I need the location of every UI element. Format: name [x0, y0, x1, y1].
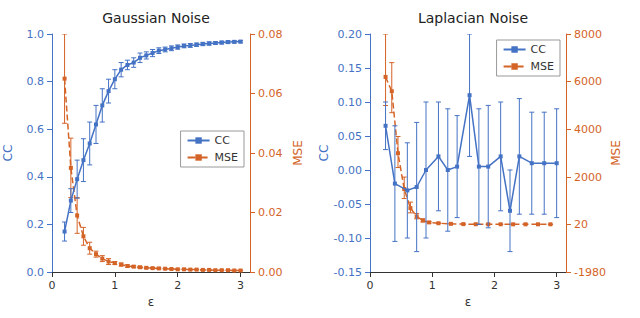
svg-text:CC: CC	[317, 145, 331, 162]
svg-text:-0.05: -0.05	[334, 198, 362, 211]
svg-text:0.00: 0.00	[338, 164, 363, 177]
svg-text:0.0: 0.0	[27, 266, 45, 279]
svg-text:3: 3	[237, 279, 244, 292]
svg-text:0.6: 0.6	[27, 123, 45, 136]
svg-text:0.08: 0.08	[258, 28, 283, 41]
svg-text:MSE: MSE	[291, 140, 305, 166]
svg-text:0: 0	[367, 279, 374, 292]
svg-text:2: 2	[174, 279, 181, 292]
svg-text:20: 20	[574, 218, 588, 231]
svg-text:0.02: 0.02	[258, 206, 283, 219]
svg-text:0.00: 0.00	[258, 266, 283, 279]
svg-text:2: 2	[491, 279, 498, 292]
svg-text:0.15: 0.15	[338, 62, 363, 75]
svg-text:MSE: MSE	[609, 140, 623, 166]
svg-text:MSE: MSE	[215, 151, 238, 164]
svg-text:0.05: 0.05	[338, 130, 363, 143]
svg-text:-0.15: -0.15	[334, 266, 362, 279]
svg-text:0.8: 0.8	[27, 75, 45, 88]
svg-text:0: 0	[49, 279, 56, 292]
svg-text:0.2: 0.2	[27, 218, 45, 231]
svg-text:ε: ε	[465, 295, 472, 309]
svg-text:2000: 2000	[574, 171, 602, 184]
svg-text:0.20: 0.20	[338, 28, 363, 41]
svg-text:1: 1	[429, 279, 436, 292]
svg-text:CC: CC	[1, 145, 15, 162]
svg-text:0.06: 0.06	[258, 87, 283, 100]
svg-text:6000: 6000	[574, 75, 602, 88]
svg-text:1: 1	[111, 279, 118, 292]
svg-text:1.0: 1.0	[27, 28, 45, 41]
svg-text:Laplacian Noise: Laplacian Noise	[418, 10, 528, 26]
svg-text:ε: ε	[148, 295, 155, 309]
svg-text:4000: 4000	[574, 123, 602, 136]
svg-text:CC: CC	[215, 134, 231, 147]
svg-text:3: 3	[553, 279, 560, 292]
svg-text:MSE: MSE	[531, 60, 554, 73]
svg-text:0.04: 0.04	[258, 147, 283, 160]
svg-text:-1980: -1980	[574, 266, 606, 279]
svg-text:0.4: 0.4	[27, 170, 45, 183]
svg-text:-0.10: -0.10	[334, 232, 362, 245]
svg-text:0.10: 0.10	[338, 96, 363, 109]
svg-text:Gaussian Noise: Gaussian Noise	[102, 10, 210, 26]
svg-text:8000: 8000	[574, 28, 602, 41]
svg-text:CC: CC	[531, 43, 547, 56]
